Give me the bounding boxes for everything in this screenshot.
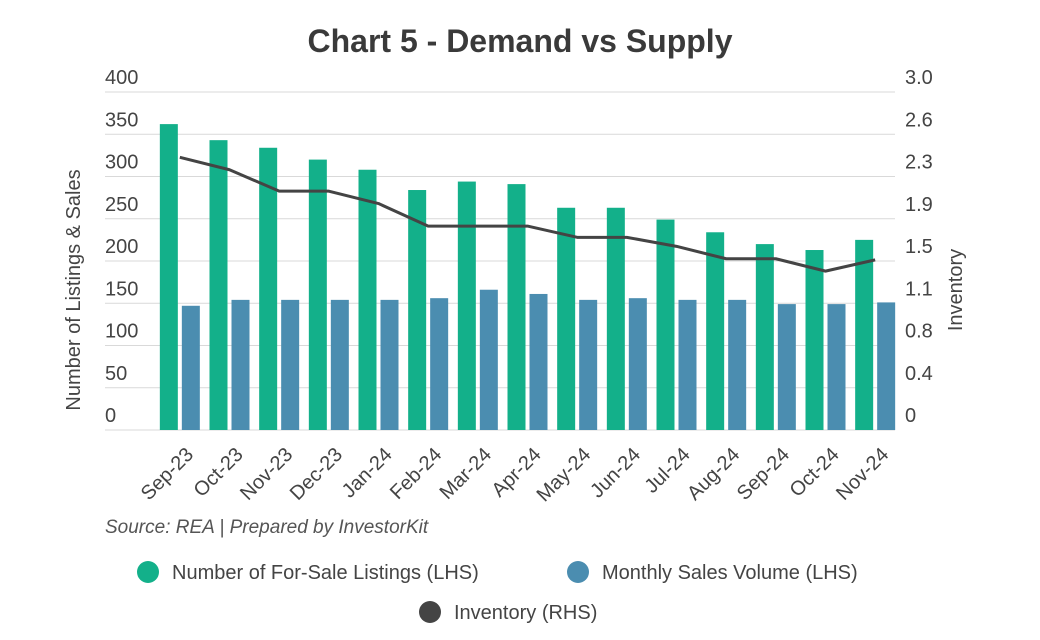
x-tick-label: Sep-23: [137, 444, 198, 505]
source-note: Source: REA | Prepared by InvestorKit: [105, 517, 429, 538]
bar: [209, 140, 228, 431]
bar: [457, 181, 476, 430]
y-tick-label: 0: [105, 405, 116, 427]
x-tick-label: Jan-24: [338, 444, 397, 503]
x-tick-label: Aug-24: [683, 444, 744, 505]
x-tick-label: Nov-23: [236, 444, 297, 505]
y2-tick-label: 0.4: [905, 363, 933, 385]
y2-tick-label: 2.3: [905, 152, 933, 174]
chart-title: Chart 5 - Demand vs Supply: [308, 23, 733, 59]
y-tick-label: 50: [105, 363, 127, 385]
bar: [628, 298, 647, 430]
x-tick-label: May-24: [533, 444, 596, 507]
bar: [805, 250, 824, 430]
bar: [706, 232, 725, 430]
y-tick-label: 100: [105, 321, 138, 343]
y2-tick-label: 1.9: [905, 194, 933, 216]
bar: [678, 299, 697, 430]
legend-label: Inventory (RHS): [454, 602, 597, 624]
bar: [877, 302, 896, 430]
y-axis-label: Number of Listings & Sales: [63, 169, 85, 410]
legend-marker: [567, 561, 589, 583]
x-tick-label: Nov-24: [832, 444, 893, 505]
bar: [408, 190, 427, 430]
legend-label: Number of For-Sale Listings (LHS): [172, 562, 479, 584]
line: [179, 155, 876, 273]
bar: [728, 299, 747, 430]
x-tick-label: Jun-24: [586, 444, 645, 503]
y-tick-label: 300: [105, 152, 138, 174]
y-tick-label: 150: [105, 278, 138, 300]
bar: [281, 299, 300, 430]
bar: [777, 304, 796, 430]
bar: [755, 244, 774, 430]
y2-tick-label: 0: [905, 405, 916, 427]
y2-tick-label: 2.6: [905, 109, 933, 131]
bar: [507, 184, 526, 430]
bar: [358, 169, 377, 431]
y2-tick-label: 3.0: [905, 67, 933, 89]
bar: [557, 207, 576, 430]
y-tick-label: 400: [105, 67, 138, 89]
bar: [330, 299, 349, 430]
x-tick-label: Dec-23: [286, 444, 347, 505]
bar: [159, 124, 178, 431]
bar: [606, 207, 625, 430]
bar: [231, 299, 250, 430]
y-tick-label: 350: [105, 109, 138, 131]
bar: [855, 239, 874, 430]
bar: [529, 293, 548, 430]
y2-tick-label: 0.8: [905, 321, 933, 343]
y2-tick-label: 1.1: [905, 278, 933, 300]
bar: [827, 304, 846, 430]
legend-label: Monthly Sales Volume (LHS): [602, 562, 858, 584]
bar: [656, 219, 675, 430]
bar: [479, 289, 498, 430]
legend-marker: [419, 601, 441, 623]
bar: [579, 299, 598, 430]
y2-axis-label: Inventory: [945, 249, 967, 331]
x-tick-label: Feb-24: [386, 444, 446, 504]
legend-marker: [137, 561, 159, 583]
y-tick-label: 200: [105, 236, 138, 258]
x-tick-label: Sep-24: [733, 444, 794, 505]
bar: [380, 299, 399, 430]
bar: [181, 305, 200, 430]
y-tick-label: 250: [105, 194, 138, 216]
bar: [430, 298, 449, 430]
bar: [308, 159, 327, 430]
y2-tick-label: 1.5: [905, 236, 933, 258]
bar: [259, 147, 278, 430]
x-tick-label: Mar-24: [436, 444, 496, 504]
